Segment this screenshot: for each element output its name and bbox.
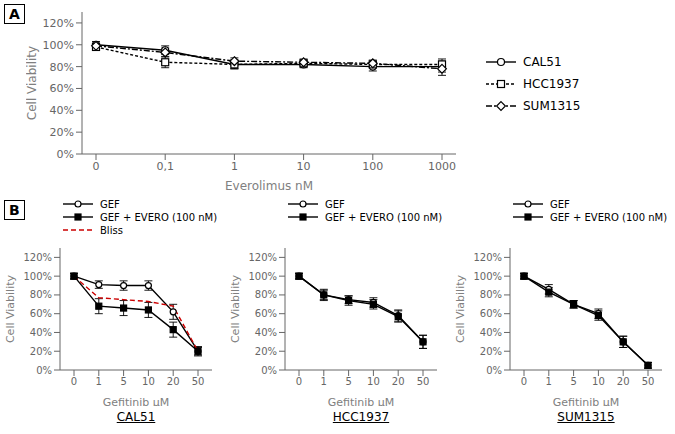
html-text:HCC1937: HCC1937 <box>332 410 390 424</box>
svg-text:10: 10 <box>297 160 311 173</box>
svg-text:100%: 100% <box>248 271 277 282</box>
svg-text:1: 1 <box>546 376 552 387</box>
html-text:A: A <box>9 6 20 22</box>
svg-text:100%: 100% <box>473 271 502 282</box>
svg-text:Cell Viability: Cell Viability <box>229 274 242 343</box>
svg-text:80%: 80% <box>30 289 52 300</box>
html-text:GEF + EVERO (100 nM): GEF + EVERO (100 nM) <box>100 211 218 223</box>
html-text:HCC1937: HCC1937 <box>523 77 580 91</box>
svg-text:20%: 20% <box>255 346 277 357</box>
html-text:GEF: GEF <box>100 198 120 210</box>
svg-text:Everolimus nM: Everolimus nM <box>225 179 313 190</box>
svg-text:20: 20 <box>617 376 630 387</box>
svg-text:20%: 20% <box>30 346 52 357</box>
html-text:B: B <box>9 202 20 218</box>
html-text:GEF + EVERO (100 nM): GEF + EVERO (100 nM) <box>550 211 668 223</box>
svg-text:40%: 40% <box>255 327 277 338</box>
svg-text:Gefitinib μM: Gefitinib μM <box>553 396 620 406</box>
svg-text:120%: 120% <box>473 252 502 263</box>
html-text:GEF + EVERO (100 nM): GEF + EVERO (100 nM) <box>325 211 443 223</box>
svg-text:80%: 80% <box>50 61 74 74</box>
svg-text:0: 0 <box>296 376 302 387</box>
svg-text:40%: 40% <box>480 327 502 338</box>
svg-text:Gefitinib μM: Gefitinib μM <box>103 396 170 406</box>
svg-text:5: 5 <box>120 376 126 387</box>
svg-text:10: 10 <box>592 376 605 387</box>
svg-text:120%: 120% <box>43 17 74 30</box>
svg-text:1: 1 <box>321 376 327 387</box>
svg-text:10: 10 <box>367 376 380 387</box>
svg-text:40%: 40% <box>50 104 74 117</box>
svg-text:10: 10 <box>142 376 155 387</box>
svg-text:80%: 80% <box>480 289 502 300</box>
svg-text:5: 5 <box>345 376 351 387</box>
svg-text:50: 50 <box>192 376 205 387</box>
svg-text:1000: 1000 <box>428 160 456 173</box>
html-text:CAL51: CAL51 <box>116 410 156 424</box>
svg-text:40%: 40% <box>30 327 52 338</box>
svg-text:60%: 60% <box>255 308 277 319</box>
svg-text:60%: 60% <box>480 308 502 319</box>
html-text:SUM1315: SUM1315 <box>557 410 615 424</box>
svg-text:60%: 60% <box>30 308 52 319</box>
svg-text:Cell Viability: Cell Viability <box>454 274 467 343</box>
svg-text:50: 50 <box>642 376 655 387</box>
svg-text:100%: 100% <box>43 39 74 52</box>
svg-text:5: 5 <box>570 376 576 387</box>
svg-text:0: 0 <box>93 160 100 173</box>
svg-text:0: 0 <box>521 376 527 387</box>
svg-text:120%: 120% <box>23 252 52 263</box>
svg-text:0,1: 0,1 <box>156 160 174 173</box>
svg-text:1: 1 <box>231 160 238 173</box>
html-text:GEF: GEF <box>550 198 570 210</box>
svg-text:120%: 120% <box>248 252 277 263</box>
svg-text:0%: 0% <box>36 365 52 376</box>
html-text:Bliss: Bliss <box>100 224 123 236</box>
svg-text:50: 50 <box>417 376 430 387</box>
svg-text:Gefitinib μM: Gefitinib μM <box>328 396 395 406</box>
svg-text:60%: 60% <box>50 82 74 95</box>
svg-text:20: 20 <box>167 376 180 387</box>
svg-text:0: 0 <box>71 376 77 387</box>
svg-text:Cell Viability: Cell Viability <box>26 46 39 120</box>
svg-text:20: 20 <box>392 376 405 387</box>
svg-text:100%: 100% <box>23 271 52 282</box>
svg-text:1: 1 <box>96 376 102 387</box>
svg-text:0%: 0% <box>486 365 502 376</box>
svg-text:20%: 20% <box>480 346 502 357</box>
svg-text:0%: 0% <box>57 148 74 161</box>
html-text:CAL51: CAL51 <box>523 55 562 69</box>
svg-text:0%: 0% <box>261 365 277 376</box>
svg-text:Cell Viability: Cell Viability <box>8 274 17 343</box>
svg-text:80%: 80% <box>255 289 277 300</box>
html-text:SUM1315: SUM1315 <box>523 99 581 113</box>
html-text:GEF: GEF <box>325 198 345 210</box>
svg-text:100: 100 <box>362 160 383 173</box>
svg-text:20%: 20% <box>50 126 74 139</box>
